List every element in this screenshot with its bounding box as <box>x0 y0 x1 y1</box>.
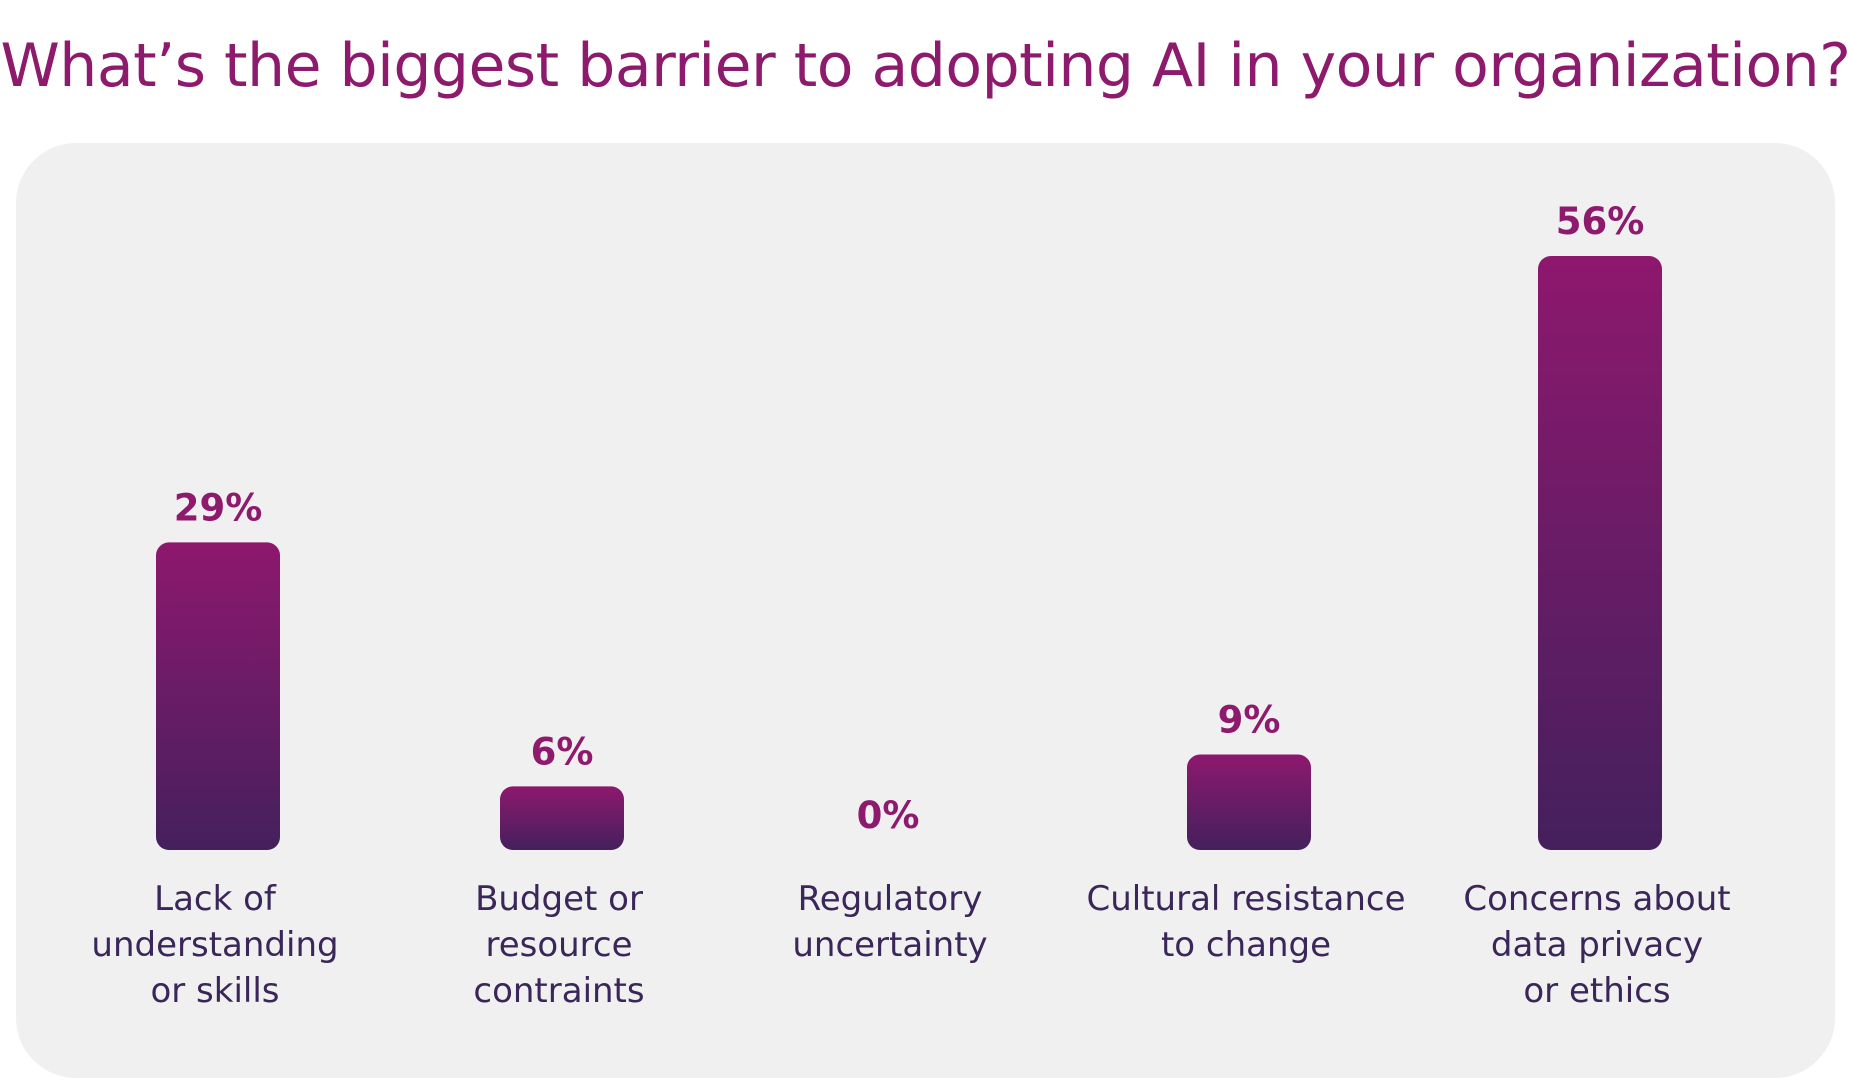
bars-group <box>156 256 1662 850</box>
value-label-3: 9% <box>1218 699 1281 742</box>
category-label-3: Cultural resistance to change <box>1086 879 1405 965</box>
category-label-line: uncertainty <box>792 925 987 965</box>
bar-0 <box>156 542 280 850</box>
category-label-0: Lack of understanding or skills <box>91 879 338 1011</box>
value-labels-group: 29% 6% 0% 9% 56% <box>174 200 1645 837</box>
category-label-line: Budget or <box>475 879 643 919</box>
bar-3 <box>1187 754 1311 850</box>
category-label-line: data privacy <box>1491 925 1703 965</box>
category-label-4: Concerns about data privacy or ethics <box>1463 879 1730 1011</box>
value-label-4: 56% <box>1556 200 1645 243</box>
category-label-line: Concerns about <box>1463 879 1730 919</box>
chart-title: What’s the biggest barrier to adopting A… <box>0 31 1851 101</box>
category-label-line: Cultural resistance <box>1086 879 1405 919</box>
category-label-line: resource <box>485 925 632 965</box>
category-label-line: Regulatory <box>798 879 983 919</box>
category-label-line: or ethics <box>1523 971 1670 1011</box>
value-label-1: 6% <box>531 730 594 773</box>
value-label-0: 29% <box>174 486 263 529</box>
category-labels-group: Lack of understanding or skills Budget or re… <box>91 879 1730 1011</box>
chart-panel <box>16 143 1835 1078</box>
value-label-2: 0% <box>857 794 920 837</box>
bar-4 <box>1538 256 1662 850</box>
bar-1 <box>500 786 624 850</box>
category-label-line: contraints <box>473 971 644 1011</box>
category-label-line: or skills <box>150 971 279 1011</box>
category-label-line: Lack of <box>154 879 277 919</box>
category-label-2: Regulatory uncertainty <box>792 879 987 965</box>
category-label-1: Budget or resource contraints <box>473 879 644 1011</box>
category-label-line: to change <box>1161 925 1331 965</box>
category-label-line: understanding <box>91 925 338 965</box>
